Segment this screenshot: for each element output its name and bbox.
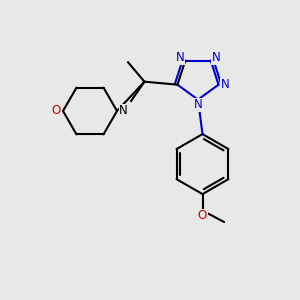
Text: N: N [194, 98, 202, 112]
Text: N: N [176, 51, 184, 64]
Text: O: O [198, 209, 207, 223]
Text: N: N [119, 104, 128, 118]
Text: O: O [52, 104, 61, 118]
Text: N: N [212, 51, 220, 64]
Text: N: N [221, 78, 230, 91]
